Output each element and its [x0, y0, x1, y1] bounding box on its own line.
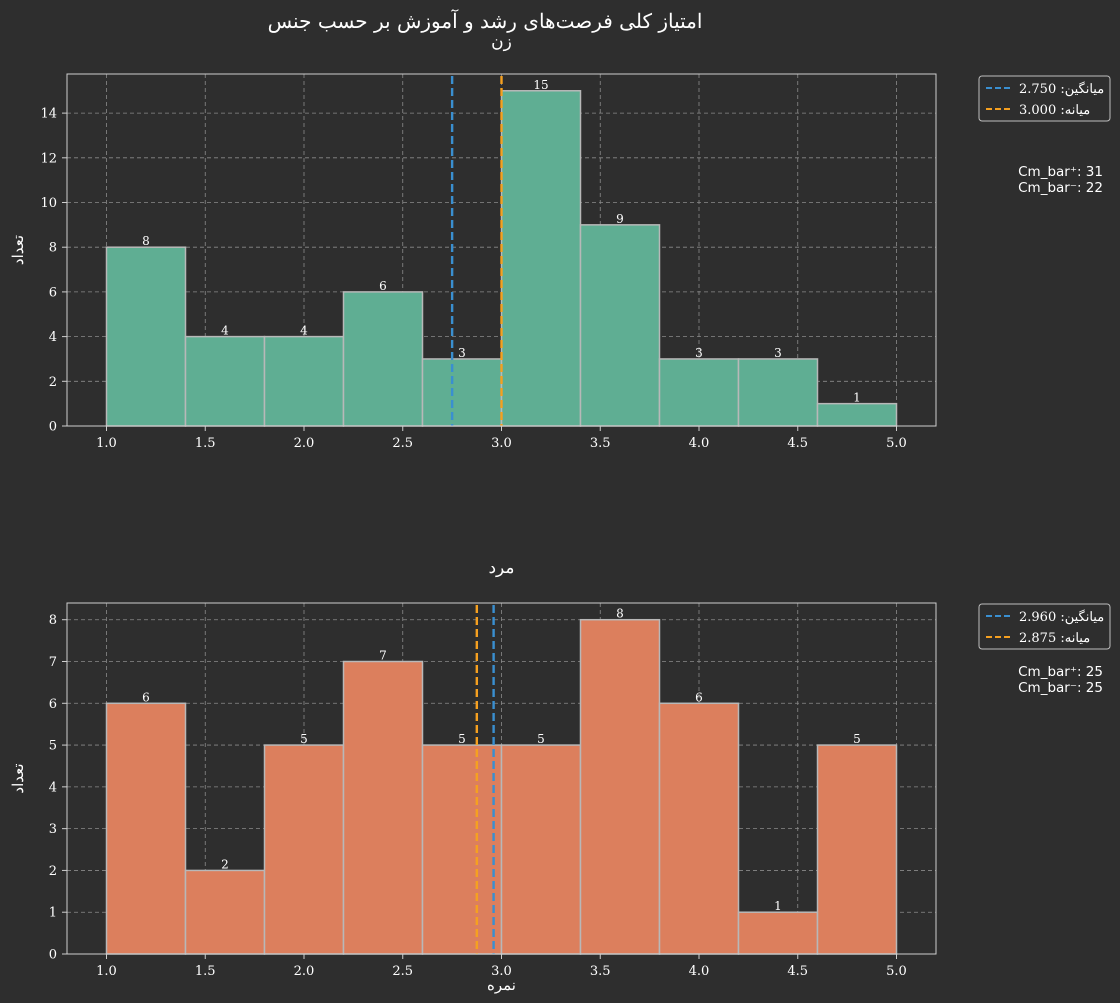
- cm-annotation: Cm_bar⁻: 25: [1018, 680, 1103, 696]
- cm-annotation: Cm_bar⁺: 25: [1018, 664, 1103, 680]
- y-tick-label: 0: [49, 420, 57, 435]
- figure-title: امتیاز کلی فرصت‌های رشد و آموزش بر حسب ج…: [268, 9, 703, 33]
- y-tick-label: 6: [49, 285, 57, 300]
- x-tick-label: 4.0: [689, 964, 710, 979]
- x-tick-label: 2.0: [294, 436, 315, 451]
- histogram-bar: [500, 744, 582, 955]
- histogram-bar: [342, 291, 424, 427]
- histogram-bar: [342, 660, 424, 955]
- y-tick-label: 4: [49, 330, 57, 345]
- x-tick-label: 3.0: [491, 964, 512, 979]
- y-tick-label: 12: [40, 151, 57, 166]
- bar-value-label: 6: [695, 690, 703, 704]
- y-tick-label: 2: [49, 864, 57, 879]
- cm-annotation: Cm_bar⁻: 22: [1018, 180, 1103, 196]
- histogram-bar: [816, 402, 898, 427]
- y-axis-label: تعداد: [9, 235, 27, 265]
- y-tick-label: 5: [49, 739, 57, 754]
- x-tick-label: 4.0: [689, 436, 710, 451]
- histogram-bar: [737, 911, 819, 955]
- x-axis-label: نمره: [487, 976, 516, 994]
- bar-value-label: 6: [379, 279, 387, 293]
- x-tick-label: 4.5: [787, 964, 808, 979]
- y-tick-label: 6: [49, 697, 57, 712]
- x-tick-label: 5.0: [886, 964, 907, 979]
- bar-value-label: 1: [853, 391, 861, 405]
- bar-value-label: 4: [300, 324, 308, 338]
- x-tick-label: 5.0: [886, 436, 907, 451]
- legend-median-label: میانه: 3.000: [1019, 103, 1090, 118]
- legend-box: [978, 75, 1111, 122]
- x-tick-label: 3.5: [590, 436, 611, 451]
- histogram-bar: [500, 90, 582, 427]
- bar-value-label: 5: [458, 732, 466, 746]
- x-tick-label: 1.0: [96, 436, 117, 451]
- x-tick-label: 1.5: [195, 964, 216, 979]
- bar-value-label: 5: [537, 732, 545, 746]
- y-tick-label: 7: [49, 655, 57, 670]
- y-tick-label: 3: [49, 822, 57, 837]
- bar-value-label: 4: [221, 324, 229, 338]
- bar-value-label: 5: [300, 732, 308, 746]
- bar-value-label: 1: [774, 899, 782, 913]
- x-tick-label: 2.0: [294, 964, 315, 979]
- histogram-bar: [421, 744, 503, 955]
- bar-value-label: 8: [142, 234, 150, 248]
- y-tick-label: 2: [49, 375, 57, 390]
- legend-box: [978, 603, 1111, 650]
- bar-value-label: 9: [616, 212, 624, 226]
- y-tick-label: 14: [40, 107, 57, 122]
- histogram-bar: [105, 702, 187, 955]
- histogram-bar: [579, 618, 661, 955]
- x-tick-label: 1.5: [195, 436, 216, 451]
- histogram-bar: [263, 744, 345, 955]
- histogram-bar: [184, 869, 266, 955]
- y-tick-label: 8: [49, 613, 57, 628]
- histogram-bar: [421, 358, 503, 427]
- panel-female: زن 8 4 4 6 3 15 9 3 3 1 1.0 1.5 2.0 2.5 3.0 3.5 4.0 4.5 5.0…: [9, 32, 1111, 451]
- bar-value-label: 8: [616, 607, 624, 621]
- bar-value-label: 2: [221, 857, 229, 871]
- bar-value-label: 3: [774, 346, 782, 360]
- x-tick-label: 3.5: [590, 964, 611, 979]
- bar-value-label: 6: [142, 690, 150, 704]
- y-axis-label: تعداد: [9, 763, 27, 793]
- x-tick-label: 2.5: [392, 964, 413, 979]
- legend-mean-label: میانگین: 2.960: [1019, 609, 1104, 625]
- panel-title: زن: [491, 32, 512, 52]
- histogram-bar: [579, 224, 661, 427]
- x-tick-label: 1.0: [96, 964, 117, 979]
- histogram-bar: [263, 335, 345, 427]
- bar-value-label: 3: [695, 346, 703, 360]
- legend-median-label: میانه: 2.875: [1019, 631, 1090, 646]
- histogram-bar: [737, 358, 819, 427]
- bar-value-label: 5: [853, 732, 861, 746]
- bar-value-label: 3: [458, 346, 466, 360]
- legend-mean-label: میانگین: 2.750: [1019, 81, 1104, 97]
- panel-title: مرد: [488, 558, 514, 578]
- bar-value-label: 15: [533, 78, 548, 92]
- x-tick-label: 3.0: [491, 436, 512, 451]
- panel-male: مرد 6 2 5 7 5 5 8 6 1 5 1.0 1.5 2.0 2.5 3.0 3.5 4.0 4.5 5.0…: [9, 558, 1111, 994]
- histogram-bar: [658, 358, 740, 427]
- y-tick-label: 8: [49, 241, 57, 256]
- histogram-bar: [816, 744, 898, 955]
- y-tick-label: 0: [49, 948, 57, 963]
- y-tick-label: 1: [49, 906, 57, 921]
- x-tick-label: 4.5: [787, 436, 808, 451]
- histogram-bar: [105, 246, 187, 427]
- histogram-bar: [184, 335, 266, 427]
- y-tick-label: 4: [49, 780, 57, 795]
- cm-annotation: Cm_bar⁺: 31: [1018, 164, 1103, 180]
- x-tick-label: 2.5: [392, 436, 413, 451]
- y-tick-label: 10: [40, 196, 57, 211]
- histogram-bar: [658, 702, 740, 955]
- bar-value-label: 7: [379, 649, 387, 663]
